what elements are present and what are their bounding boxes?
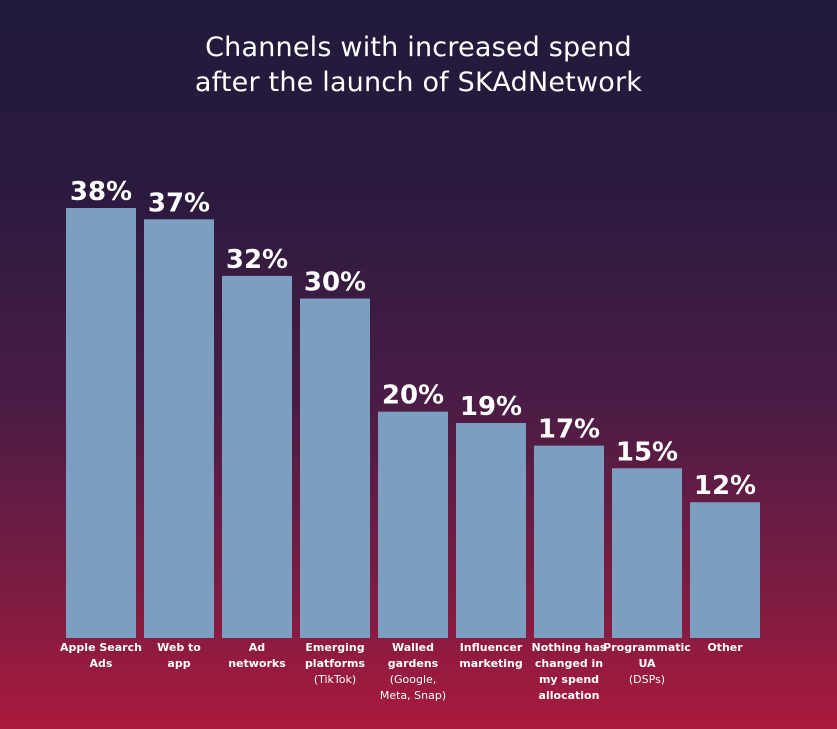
- category-sublabel-4-line-1: Meta, Snap): [380, 689, 446, 702]
- category-sublabel-3-line-0: (TikTok): [314, 673, 356, 686]
- value-label-1: 37%: [148, 188, 210, 218]
- bar-0: [66, 208, 136, 638]
- bar-5: [456, 423, 526, 638]
- category-label-4-line-0: Walled: [392, 641, 434, 654]
- category-label-6-line-3: allocation: [539, 689, 600, 702]
- chart-title: Channels with increased spend after the …: [0, 30, 837, 100]
- value-label-4: 20%: [382, 381, 444, 411]
- value-label-5: 19%: [460, 392, 522, 422]
- value-label-6: 17%: [538, 415, 600, 445]
- category-label-3-line-0: Emerging: [305, 641, 364, 654]
- category-label-8-line-0: Other: [707, 641, 743, 654]
- bar-3: [300, 298, 370, 638]
- bar-7: [612, 468, 682, 638]
- category-label-6-line-1: changed in: [535, 657, 603, 670]
- category-label-1-line-0: Web to: [157, 641, 201, 654]
- value-label-2: 32%: [226, 245, 288, 275]
- bar-1: [144, 219, 214, 638]
- category-label-0-line-1: Ads: [90, 657, 113, 670]
- category-label-1-line-1: app: [167, 657, 190, 670]
- chart-title-line-1: Channels with increased spend: [205, 32, 632, 63]
- category-label-6-line-2: my spend: [539, 673, 599, 686]
- category-label-7-line-1: UA: [638, 657, 656, 670]
- category-label-5-line-1: marketing: [459, 657, 523, 670]
- bar-8: [690, 502, 760, 638]
- value-label-0: 38%: [70, 177, 132, 207]
- category-label-2-line-1: networks: [228, 657, 286, 670]
- category-label-5-line-0: Influencer: [460, 641, 523, 654]
- value-label-8: 12%: [694, 471, 756, 501]
- bar-4: [378, 411, 448, 638]
- bar-6: [534, 445, 604, 638]
- category-label-6-line-0: Nothing has: [532, 641, 607, 654]
- category-sublabel-7-line-0: (DSPs): [629, 673, 665, 686]
- value-label-7: 15%: [616, 437, 678, 467]
- bar-2: [222, 275, 292, 638]
- category-label-0-line-0: Apple Search: [60, 641, 142, 654]
- category-label-4-line-1: gardens: [388, 657, 439, 670]
- category-label-3-line-1: platforms: [305, 657, 366, 670]
- category-label-7-line-0: Programmatic: [603, 641, 691, 654]
- chart-title-line-2: after the launch of SKAdNetwork: [194, 67, 643, 98]
- value-label-3: 30%: [304, 268, 366, 298]
- category-label-2-line-0: Ad: [249, 641, 265, 654]
- category-sublabel-4-line-0: (Google,: [390, 673, 437, 686]
